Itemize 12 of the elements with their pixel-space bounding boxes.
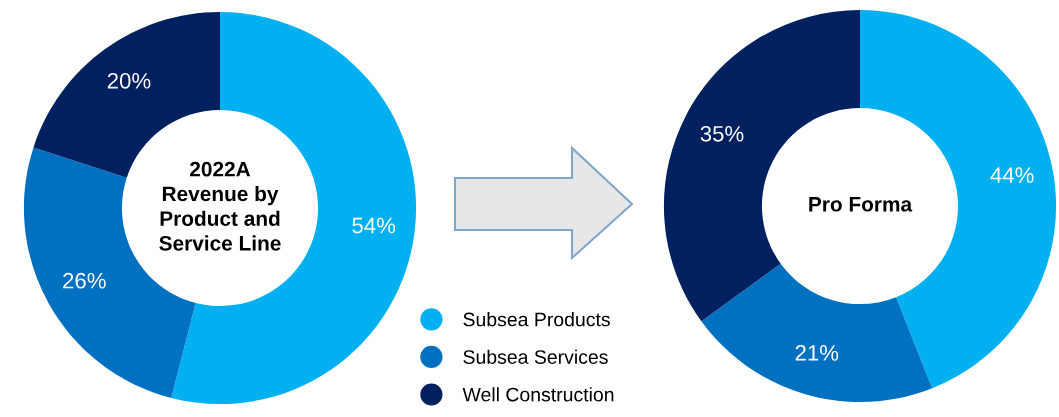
legend-label: Subsea Products: [463, 312, 610, 327]
data-label: 35%: [700, 125, 744, 142]
data-label: 21%: [795, 344, 839, 361]
legend-label: Well Construction: [462, 387, 614, 402]
data-label: 44%: [990, 167, 1034, 183]
donut-slice: [701, 263, 933, 403]
text: 2022A Revenue by Product and Service Line: [159, 161, 281, 251]
data-label: 26%: [63, 272, 106, 289]
data-label: 20%: [107, 72, 151, 89]
legend-label: Subsea Services: [463, 349, 608, 364]
text: Pro Forma: [809, 197, 913, 212]
data-label: 54%: [352, 217, 396, 234]
